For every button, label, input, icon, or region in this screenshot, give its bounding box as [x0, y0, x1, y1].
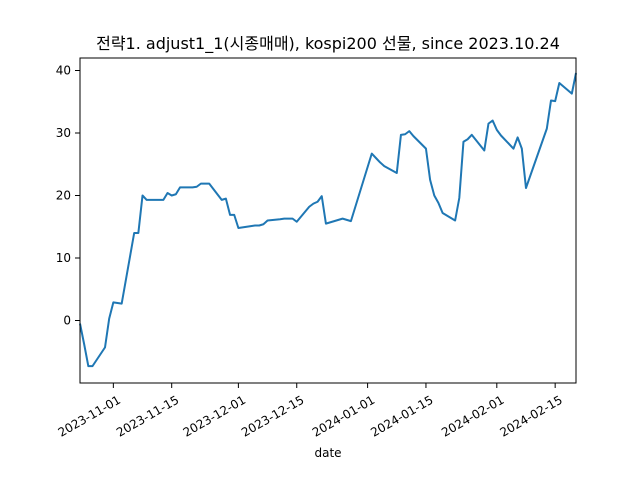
y-tick-label: 0: [63, 314, 71, 328]
y-tick-label: 30: [56, 126, 71, 140]
x-axis-label: date: [314, 446, 341, 460]
series-line: [79, 72, 577, 368]
y-tick-label: 10: [56, 251, 71, 265]
y-tick-label: 20: [56, 189, 71, 203]
y-tick-label: 40: [56, 64, 71, 78]
y-axis: 0 10 20 30 40: [56, 64, 80, 328]
series-layer: [79, 72, 577, 368]
chart-title: 전략1. adjust1_1(시종매매), kospi200 선물, since…: [96, 34, 560, 54]
plot-frame: [79, 57, 577, 384]
